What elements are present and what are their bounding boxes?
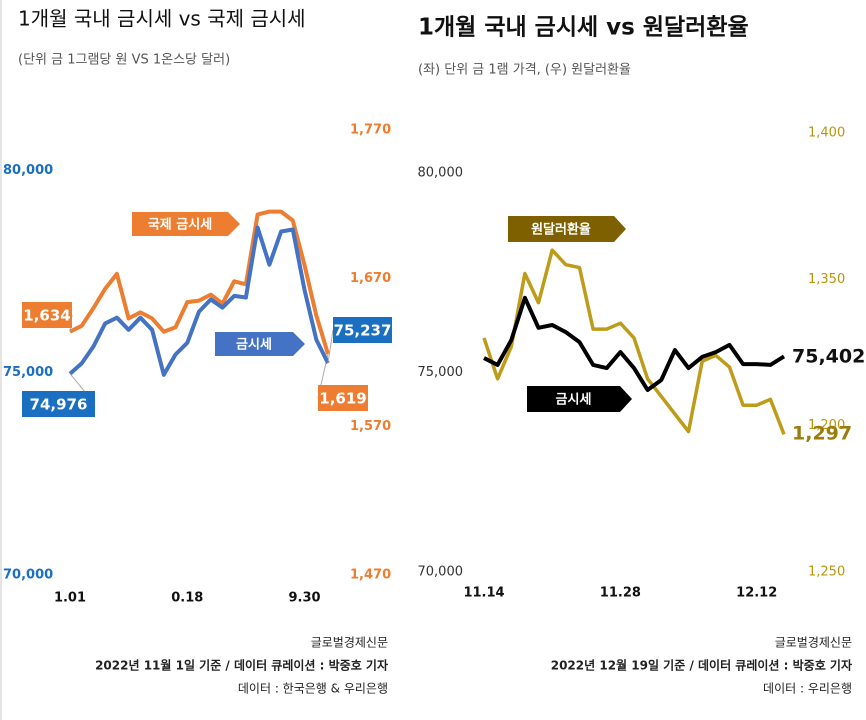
x-tick-label: 12.12 xyxy=(736,586,777,601)
x-tick-label: 9.30 xyxy=(289,591,321,606)
legend-arrow xyxy=(527,386,632,412)
y-tick-label: 75,000 xyxy=(3,365,53,380)
legend-label: 국제 금시세 xyxy=(148,218,212,233)
x-tick-label: 11.28 xyxy=(600,586,641,601)
y2-tick-label: 1,250 xyxy=(808,565,845,580)
series-line xyxy=(483,295,786,392)
chart-subtitle: (단위 금 1그램당 원 VS 1온스당 달러) xyxy=(18,53,230,68)
y2-tick-label: 1,350 xyxy=(808,272,845,287)
y-tick-label: 70,000 xyxy=(3,568,53,583)
legend-label: 원달러환율 xyxy=(531,222,591,238)
series-line xyxy=(68,225,330,377)
legend-label: 금시세 xyxy=(556,393,592,408)
value-label: 1,297 xyxy=(792,423,852,445)
source-line: 데이터 : 한국은행 & 우리은행 xyxy=(238,681,388,696)
value-label: 74,976 xyxy=(30,396,88,414)
y2-tick-label: 1,570 xyxy=(350,419,391,434)
y2-tick-label: 1,200 xyxy=(808,418,845,433)
source-line: 글로벌경제신문 xyxy=(311,636,388,650)
y-tick-label: 70,000 xyxy=(418,565,464,580)
y2-tick-label: 1,670 xyxy=(350,271,391,286)
x-tick-label: 1.01 xyxy=(54,591,86,606)
y2-tick-label: 1,400 xyxy=(808,126,845,141)
legend-arrow xyxy=(508,216,626,242)
chart-title: 1개월 국내 금시세 vs 국제 금시세 xyxy=(18,7,306,31)
x-tick-label: 11.14 xyxy=(463,586,504,601)
source-line: 2022년 12월 19일 기준 / 데이터 큐레이션 : 박중호 기자 xyxy=(551,658,852,673)
source-line: 2022년 11월 1일 기준 / 데이터 큐레이션 : 박중호 기자 xyxy=(95,658,388,673)
source-line: 데이터 : 우리은행 xyxy=(763,681,852,696)
legend-arrow xyxy=(215,332,305,356)
value-label: 75,402 xyxy=(792,346,865,368)
chart-subtitle: (좌) 단위 금 1램 가격, (우) 원달러환율 xyxy=(418,63,631,78)
label-box xyxy=(22,391,95,417)
series-line xyxy=(69,209,330,355)
legend-arrow xyxy=(132,212,240,236)
y2-tick-label: 1,470 xyxy=(350,568,391,583)
y2-tick-label: 1,770 xyxy=(350,123,391,138)
y-tick-label: 80,000 xyxy=(418,165,464,180)
legend-label: 금시세 xyxy=(236,338,272,353)
value-label: 1,619 xyxy=(319,390,366,408)
series-line xyxy=(482,248,786,436)
source-line: 글로벌경제신문 xyxy=(775,636,852,650)
label-box xyxy=(333,317,392,343)
value-label: 1,634 xyxy=(23,307,70,325)
y-tick-label: 80,000 xyxy=(3,163,53,178)
label-leader xyxy=(327,329,334,364)
label-box xyxy=(22,302,72,328)
x-tick-label: 0.18 xyxy=(171,591,203,606)
y-tick-label: 75,000 xyxy=(418,365,464,380)
value-label: 75,237 xyxy=(334,322,392,340)
label-box xyxy=(318,385,368,411)
chart-title: 1개월 국내 금시세 vs 원달러환율 xyxy=(418,15,749,41)
